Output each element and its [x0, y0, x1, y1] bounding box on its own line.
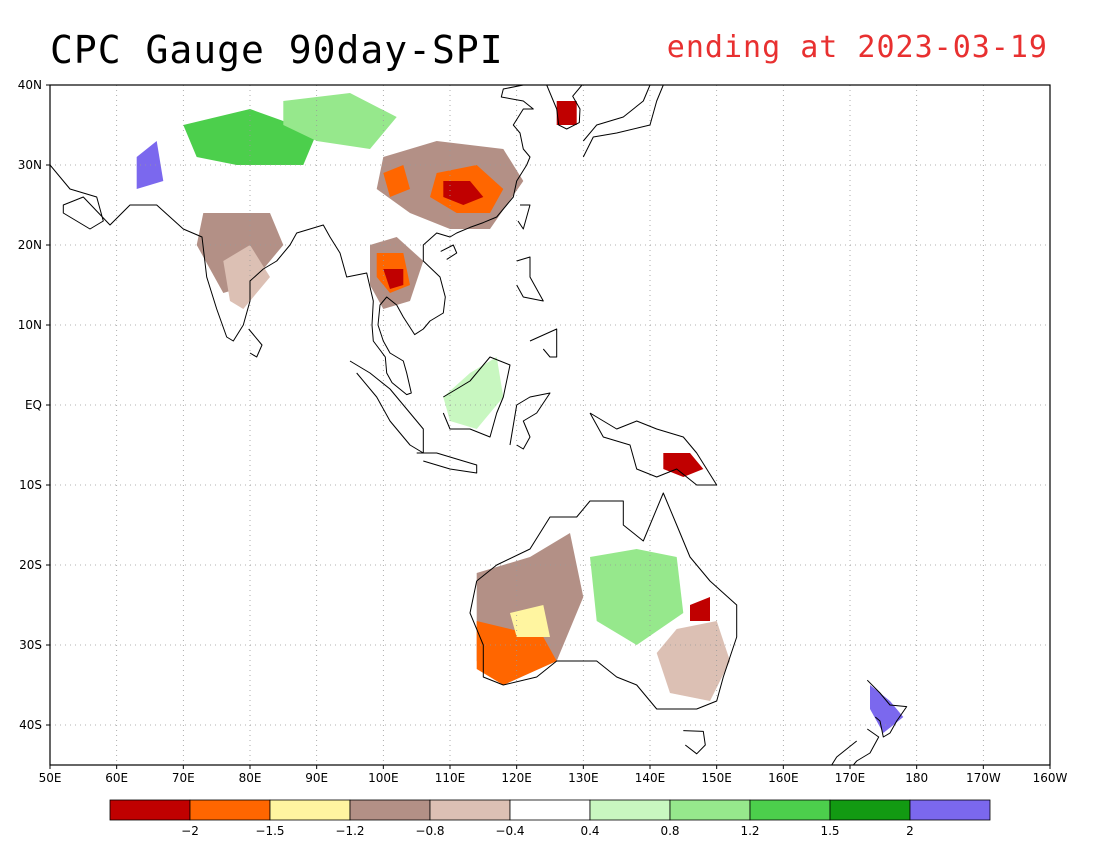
x-tick-label: 80E [239, 771, 262, 785]
legend-swatch [429, 799, 511, 821]
y-tick-label: 10S [19, 478, 42, 492]
x-tick-label: 150E [701, 771, 732, 785]
coastline-borneo [442, 356, 511, 438]
map-title: CPC Gauge 90day-SPI [50, 28, 504, 72]
legend-swatch [749, 799, 831, 821]
coastline-luzon [516, 256, 544, 302]
y-tick-label: EQ [25, 398, 42, 412]
spi-region-thailand-red [383, 269, 404, 289]
legend-swatch [269, 799, 351, 821]
x-tick-label: 60E [105, 771, 128, 785]
legend-swatch [909, 799, 991, 821]
map-date-subtitle: ending at 2023-03-19 [666, 30, 1048, 65]
spi-region-nz-blue [870, 685, 904, 733]
x-tick-label: 90E [305, 771, 328, 785]
coastline-asia-mainland [50, 85, 544, 396]
x-tick-label: 120E [501, 771, 532, 785]
x-tick-label: 170W [966, 771, 1001, 785]
coastline-taiwan [517, 204, 531, 230]
x-tick-label: 110E [435, 771, 466, 785]
legend-label: 2 [906, 824, 914, 838]
x-tick-label: 170E [835, 771, 866, 785]
coastline-sulawesi [509, 392, 551, 450]
coastline-nz-south [831, 728, 880, 765]
spi-region-borneo-wet [443, 357, 504, 429]
spi-regions-layer [136, 93, 904, 733]
color-legend: −2 −1.5 −1.2 −0.8 −0.4 0.4 0.8 1.2 1.5 2 [109, 799, 991, 838]
spi-region-tibet-wet [283, 93, 397, 149]
y-tick-label: 40S [19, 718, 42, 732]
y-tick-label: 10N [18, 318, 42, 332]
x-tick-label: 180 [905, 771, 928, 785]
legend-swatch [509, 799, 591, 821]
map-frame [49, 84, 1051, 766]
coastline-mindanao [529, 328, 558, 358]
legend-label: 0.8 [660, 824, 679, 838]
y-tick-label: 20S [19, 558, 42, 572]
spi-region-png-red [663, 453, 704, 477]
legend-label: 0.4 [580, 824, 599, 838]
spi-region-india-light [223, 245, 270, 309]
legend-swatch [349, 799, 431, 821]
y-tick-label: 40N [18, 78, 42, 92]
legend-swatch [669, 799, 751, 821]
y-tick-label: 30N [18, 158, 42, 172]
coastline-japan [582, 85, 664, 158]
spi-region-aus-light-green [590, 549, 684, 645]
y-tick-label: 30S [19, 638, 42, 652]
spi-region-korea-red [556, 101, 577, 125]
coastline-sumatra [349, 360, 424, 454]
legend-label: −1.5 [255, 824, 284, 838]
spi-region-west-aus-yellow [510, 605, 550, 637]
coastline-nz-north [866, 679, 908, 738]
coastline-australia [469, 492, 738, 710]
spi-region-china-se-red [443, 181, 484, 205]
x-tick-label: 160E [768, 771, 799, 785]
spi-region-qld-red [690, 597, 710, 621]
coastline-korea [546, 85, 583, 130]
coastline-hainan [440, 244, 458, 260]
coastline-layer [50, 85, 908, 765]
x-tick-label: 130E [568, 771, 599, 785]
axis-tick-labels: 50E 60E 70E 80E 90E 100E 110E 120E 130E 140E 150E 1… [18, 78, 1068, 785]
graticule-layer [50, 85, 1050, 765]
coastline-java [416, 452, 478, 474]
legend-label: −0.8 [415, 824, 444, 838]
legend-swatch [109, 799, 191, 821]
legend-swatch [189, 799, 271, 821]
legend-label: 1.2 [740, 824, 759, 838]
x-tick-label: 140E [635, 771, 666, 785]
legend-swatch [589, 799, 671, 821]
x-tick-label: 70E [172, 771, 195, 785]
y-tick-label: 20N [18, 238, 42, 252]
legend-swatch [829, 799, 911, 821]
coastline-sri-lanka [248, 328, 263, 358]
x-tick-label: 50E [39, 771, 62, 785]
coastline-new-guinea [589, 412, 718, 486]
legend-label: −2 [181, 824, 199, 838]
coastline-tasmania [683, 730, 706, 755]
legend-label: −1.2 [335, 824, 364, 838]
spi-region-sichuan-orange [383, 165, 410, 197]
legend-label: −0.4 [495, 824, 524, 838]
x-tick-label: 100E [368, 771, 399, 785]
spi-region-aus-east-dry [656, 621, 730, 701]
legend-label: 1.5 [820, 824, 839, 838]
x-tick-label: 160W [1033, 771, 1068, 785]
